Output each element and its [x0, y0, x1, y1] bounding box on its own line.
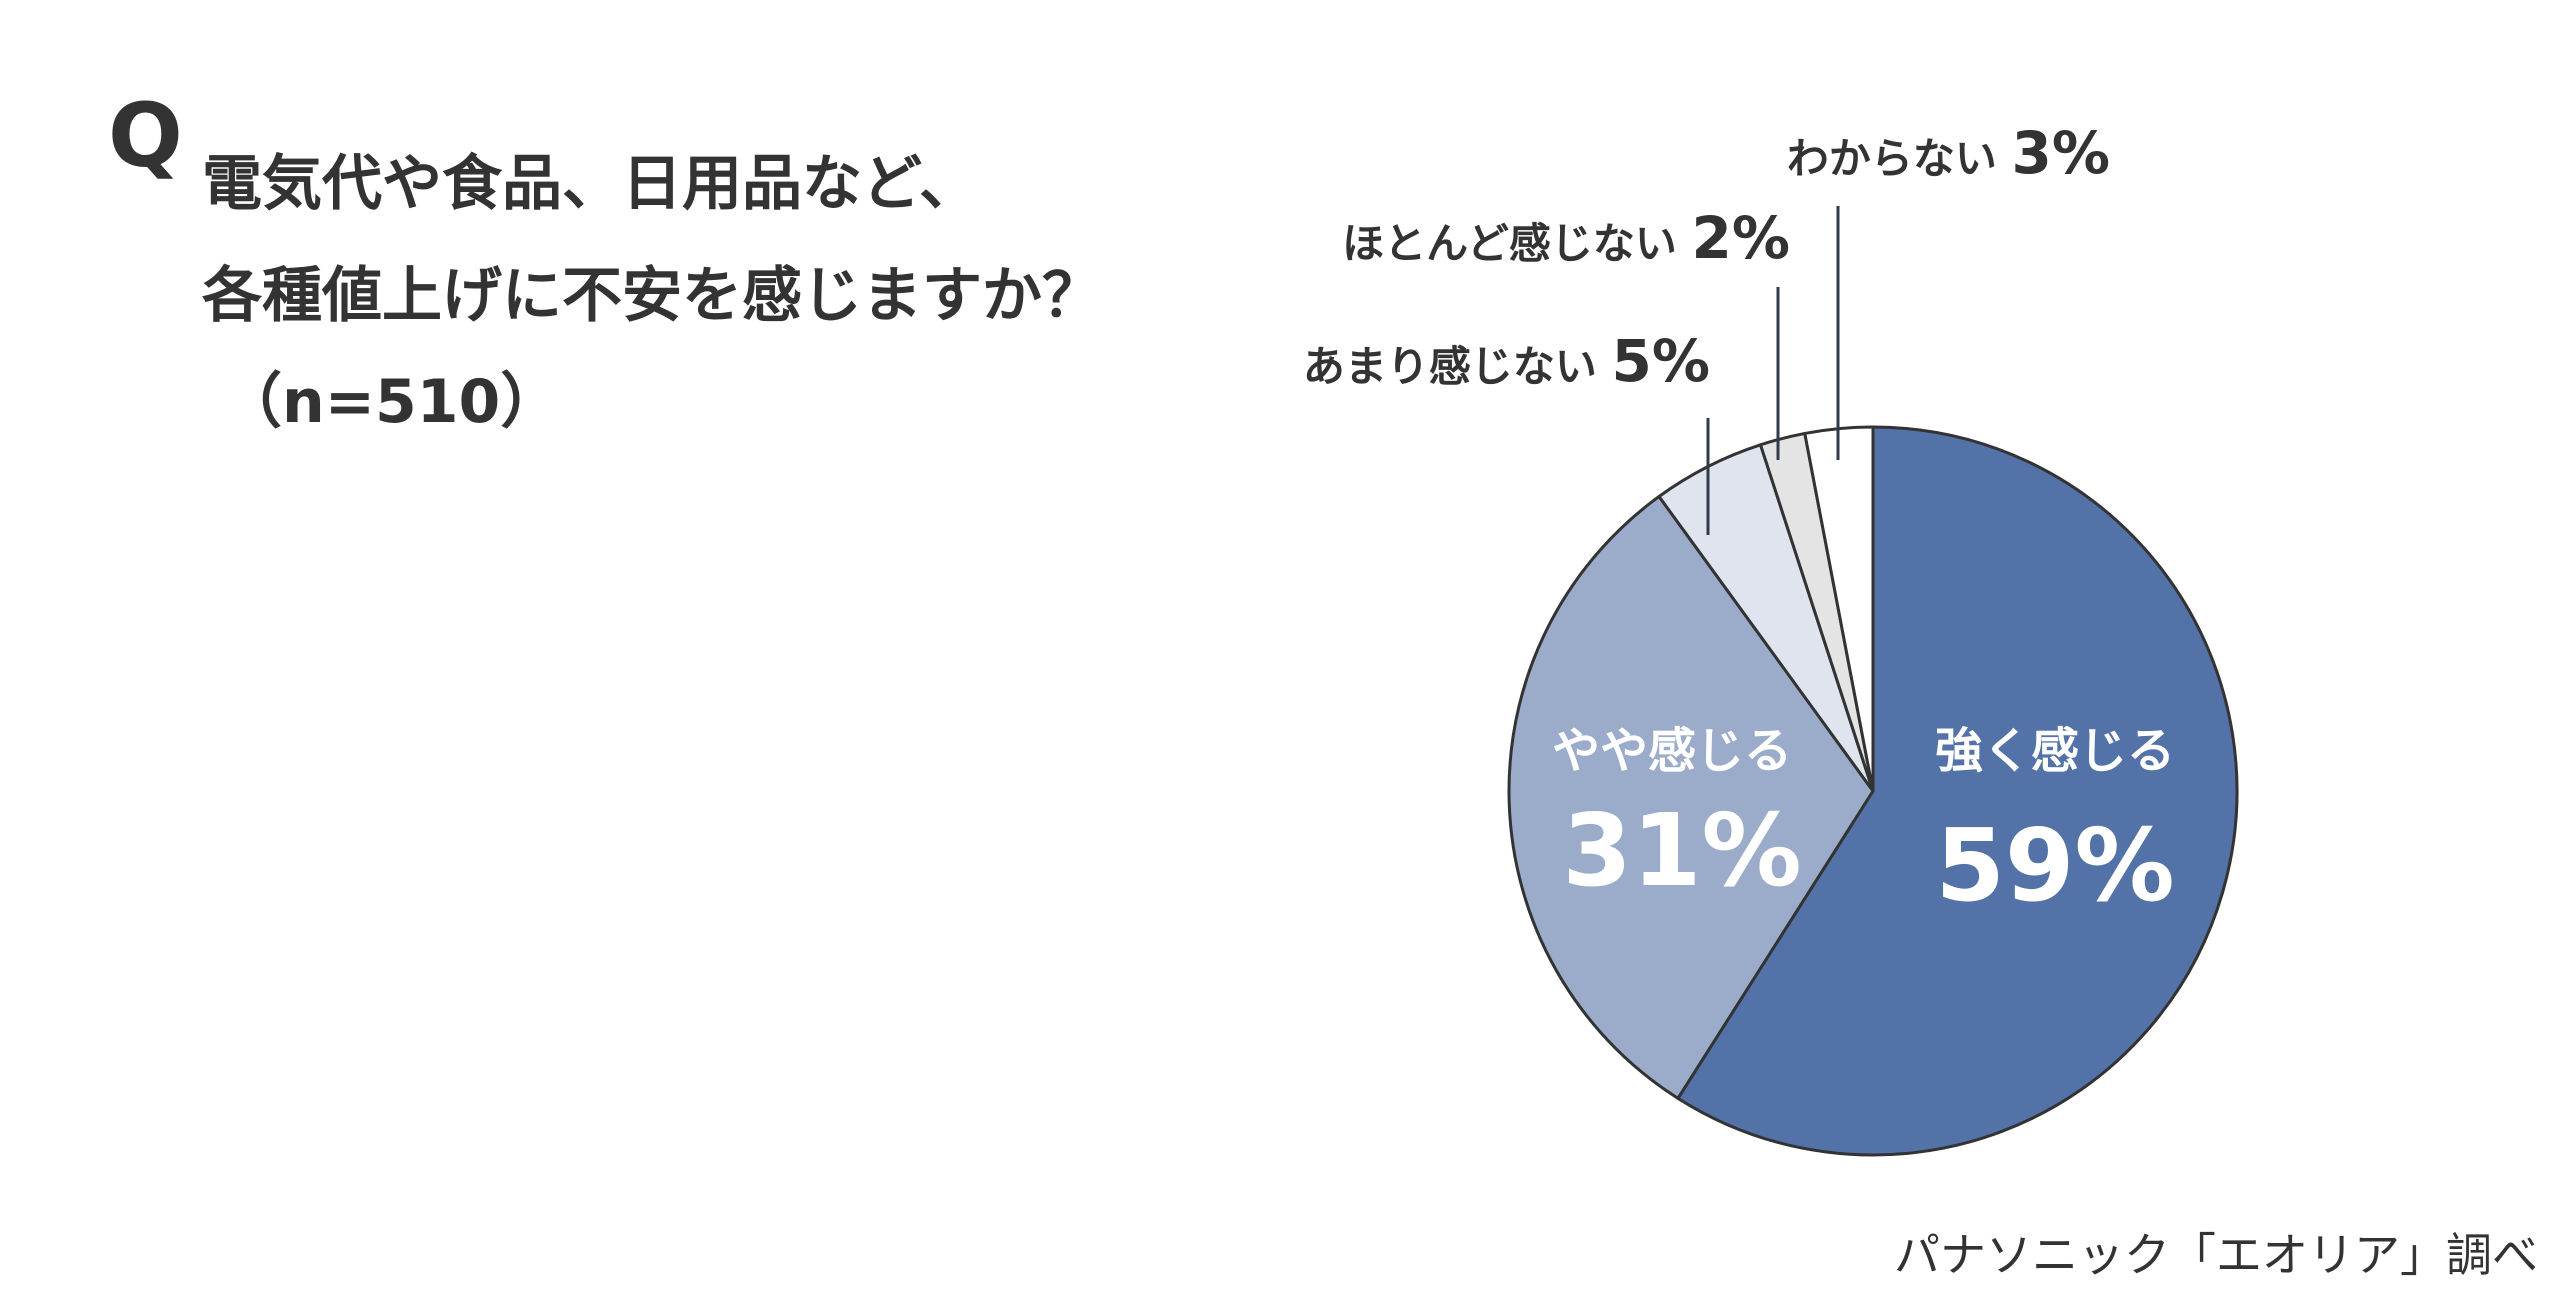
outside-label-5: わからない 3%: [1787, 119, 2110, 187]
slice-value-5: 3%: [2012, 119, 2110, 187]
outside-label-4: ほとんど感じない 2%: [1342, 204, 1790, 272]
slice-value-3: 5%: [1612, 327, 1710, 395]
sample-size: （n=510）: [222, 367, 561, 437]
question-text-line-1: 電気代や食品、日用品など、: [202, 149, 979, 219]
slice-label-1: 強く感じる: [1935, 723, 2175, 779]
pie-slice-1: [1676, 425, 2239, 1157]
slice-value-4: 2%: [1692, 204, 1790, 272]
slice-label-4: ほとんど感じない: [1342, 219, 1691, 268]
slice-label-3: あまり感じない: [1303, 342, 1612, 391]
slice-value-2: 31%: [1562, 792, 1801, 909]
question-mark: Q: [108, 84, 183, 187]
question-text-line-2: 各種値上げに不安を感じますか？: [202, 261, 1102, 331]
pie-slice-2: [1507, 495, 1875, 1100]
slice-label-2: やや感じる: [1552, 723, 1792, 779]
slice-label-5: わからない: [1787, 134, 2012, 183]
slice-value-1: 59%: [1935, 807, 2174, 924]
source-credit: パナソニック「エオリア」調べ: [1894, 1228, 2538, 1282]
outside-label-3: あまり感じない 5%: [1303, 327, 1710, 395]
